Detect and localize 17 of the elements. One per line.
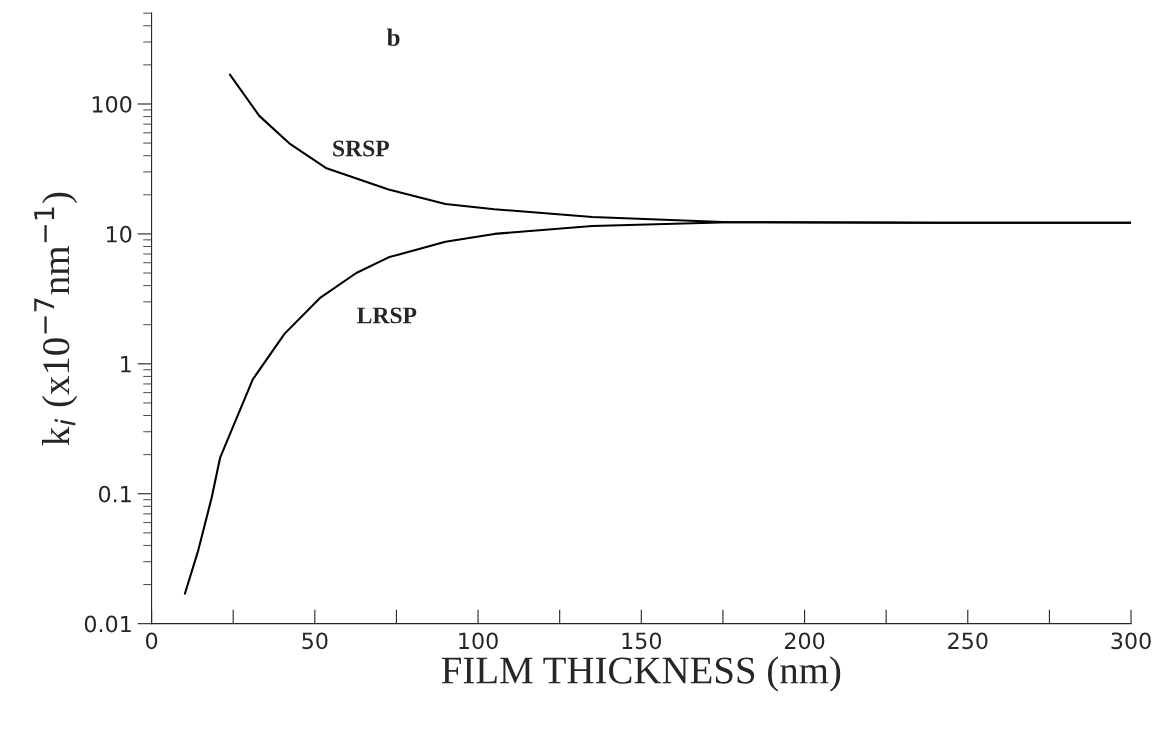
annotation: b: [386, 28, 400, 47]
y-tick-label: 1: [121, 356, 131, 373]
y-tick-label: 100: [92, 95, 132, 113]
y-tick-label: 0.1: [98, 485, 131, 503]
series-label: SRSP: [333, 140, 390, 157]
y-tick-label: 10: [106, 225, 132, 243]
x-tick-label: 100: [459, 632, 498, 650]
x-tick-label: 300: [1111, 632, 1151, 650]
x-tick-label: 50: [302, 632, 328, 650]
y-axis-title: k$_{i}$ (x10$^{−7}$nm$^{−1}$): [34, 192, 78, 446]
x-tick-label: 200: [784, 632, 825, 650]
x-axis-title: FILM THICKNESS (nm): [441, 656, 841, 692]
x-tick-label: 0: [145, 632, 158, 650]
series-label: LRSP: [357, 307, 417, 324]
y-tick-label: 0.01: [84, 615, 131, 633]
x-tick-label: 150: [622, 632, 662, 650]
x-tick-label: 250: [948, 632, 988, 650]
